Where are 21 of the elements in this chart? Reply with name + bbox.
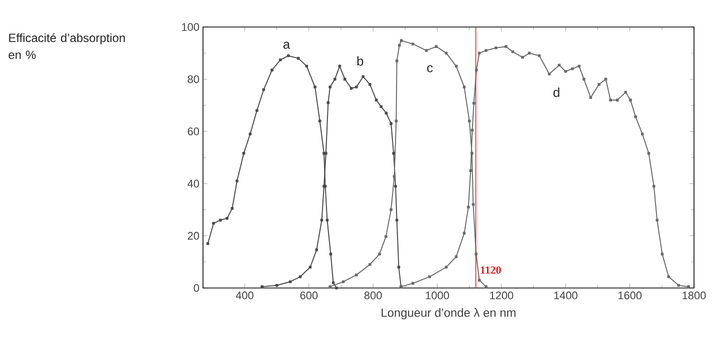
y-tick-label: 0 xyxy=(194,284,200,292)
x-tick-label: 1400 xyxy=(554,292,578,300)
y-tick-label: 80 xyxy=(188,75,200,84)
y-tick-label: 100 xyxy=(182,23,200,31)
x-tick-label: 600 xyxy=(300,292,318,300)
y-tick-label: 20 xyxy=(188,232,200,240)
y-tick-label: 60 xyxy=(188,128,200,136)
x-tick-label: 1800 xyxy=(682,292,706,300)
x-tick-label: 1000 xyxy=(426,292,450,300)
annotation: c xyxy=(427,65,433,72)
x-tick-label: 800 xyxy=(364,292,382,300)
x-tick-label: 1200 xyxy=(490,292,514,300)
annotation: a xyxy=(283,42,290,49)
x-tick-label: 400 xyxy=(236,292,254,300)
x-axis-title: Longueur d’onde λ en nm xyxy=(382,308,516,320)
annotation: d xyxy=(553,87,560,97)
annotation: b xyxy=(357,56,364,66)
y-tick-label: 40 xyxy=(188,180,200,188)
ref-line-label: 1120 xyxy=(480,266,501,274)
x-tick-label: 1600 xyxy=(618,292,642,300)
y-axis-title: Efficacité d’absorption en % xyxy=(8,33,125,60)
